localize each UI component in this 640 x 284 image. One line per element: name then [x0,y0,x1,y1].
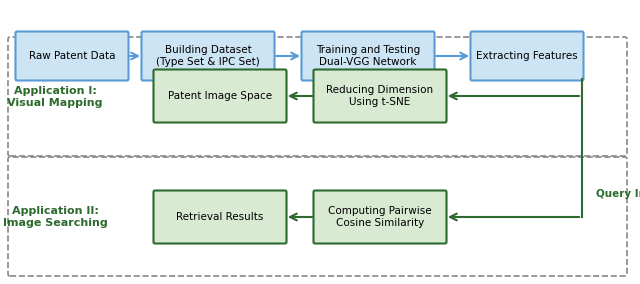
Text: Reducing Dimension
Using t-SNE: Reducing Dimension Using t-SNE [326,85,433,107]
Text: Building Dataset
(Type Set & IPC Set): Building Dataset (Type Set & IPC Set) [156,45,260,67]
FancyBboxPatch shape [15,32,129,80]
FancyBboxPatch shape [154,70,287,122]
Text: Extracting Features: Extracting Features [476,51,578,61]
Text: Training and Testing
Dual-VGG Network: Training and Testing Dual-VGG Network [316,45,420,67]
FancyBboxPatch shape [470,32,584,80]
Text: Retrieval Results: Retrieval Results [176,212,264,222]
FancyBboxPatch shape [154,191,287,243]
FancyBboxPatch shape [141,32,275,80]
FancyBboxPatch shape [314,70,447,122]
Text: Patent Image Space: Patent Image Space [168,91,272,101]
FancyBboxPatch shape [301,32,435,80]
Text: Computing Pairwise
Cosine Similarity: Computing Pairwise Cosine Similarity [328,206,432,228]
Text: Application II:
Image Searching: Application II: Image Searching [3,206,108,228]
FancyBboxPatch shape [314,191,447,243]
Text: Application I:
Visual Mapping: Application I: Visual Mapping [7,86,103,108]
Text: Raw Patent Data: Raw Patent Data [29,51,115,61]
Text: Query Image: Query Image [596,189,640,199]
